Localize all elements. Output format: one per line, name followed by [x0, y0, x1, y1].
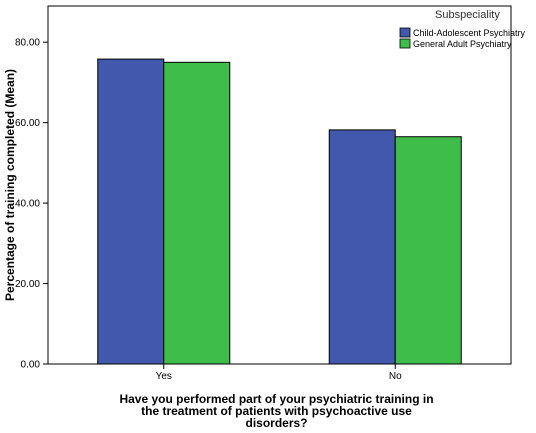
y-tick-label: 40.00: [15, 199, 40, 210]
legend-swatch-child-adolescent: [399, 27, 411, 38]
bar-child-adolescent-yes: [97, 58, 165, 365]
x-axis-label: Have you performed part of your psychiat…: [119, 392, 433, 428]
x-axis-label-line: disorders?: [245, 416, 307, 428]
legend-swatch-general-adult: [399, 38, 411, 49]
x-axis-label-line: the treatment of patients with psychoact…: [141, 404, 412, 418]
y-tick-label: 60.00: [15, 118, 40, 129]
y-axis-label: Percentage of training completed (Mean): [3, 69, 17, 301]
legend-title: Subspeciality: [435, 9, 500, 21]
x-tick-label-yes: Yes: [156, 371, 172, 382]
bar-child-adolescent-no: [328, 129, 396, 365]
legend-label-child-adolescent: Child-Adolescent Psychiatry: [413, 28, 526, 38]
x-tick-label-no: No: [389, 371, 402, 382]
y-tick-label: 20.00: [15, 279, 40, 290]
legend-label-general-adult: General Adult Psychiatry: [413, 39, 512, 49]
y-tick-label: 80.00: [15, 38, 40, 49]
bar-general-adult-no: [394, 136, 462, 365]
x-axis-label-line: Have you performed part of your psychiat…: [119, 392, 433, 406]
y-tick-label: 0.00: [21, 360, 41, 371]
bar-general-adult-yes: [163, 61, 231, 365]
